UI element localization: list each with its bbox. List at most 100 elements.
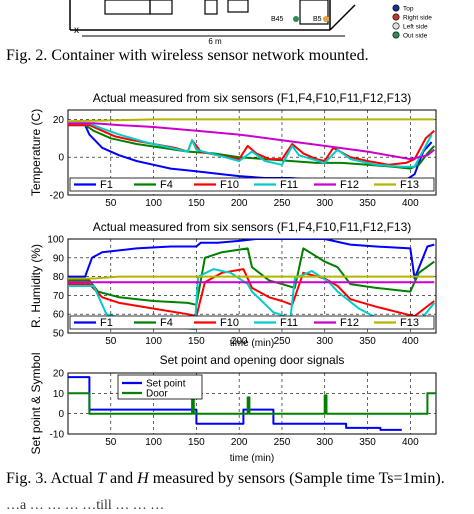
x-tick-label: 300 [316,437,333,448]
x-tick-label: 100 [145,437,162,448]
sensor-marker-b45 [293,16,299,22]
x-tick-label: 350 [359,198,376,209]
x-tick-label: 150 [188,198,205,209]
series-line-f11 [68,122,433,168]
legend-label-f4: F4 [160,179,173,191]
x-tick-label: 250 [274,198,291,209]
x-tick-label: 200 [231,198,248,209]
x-tick-label: 250 [274,437,291,448]
fig3-caption: Fig. 3. Actual T and H measured by senso… [6,470,445,488]
fig3-caption-suffix: measured by sensors (Sample time Ts=1min… [148,470,445,487]
x-axis-label: time (min) [230,338,274,349]
y-tick-label: 20 [53,369,65,380]
series-line-f4 [68,124,436,170]
chart-title: Actual measured from six sensors (F1,F4,… [93,220,412,234]
body-text-fragment: …a … … … …till … … … [6,498,165,513]
y-tick-label: 70 [53,291,65,302]
x-tick-label: 50 [105,198,117,209]
legend-box [117,374,203,400]
fig3-caption-t: T [97,470,107,487]
legend-marker-out-side [392,31,400,39]
humidity-chart: Actual measured from six sensors (F1,F4,… [29,220,437,349]
legend-label-f11: F11 [280,179,298,191]
y-tick-label: 100 [47,235,64,246]
y-tick-label: -20 [50,191,65,202]
y-axis-label: Temperature (C) [29,109,43,196]
legend-label-f13: F13 [400,179,419,191]
x-tick-label: 400 [402,198,419,209]
x-tick-label: 400 [402,336,419,347]
x-tick-label: 100 [145,336,162,347]
x-tick-label: 150 [188,336,205,347]
legend-label-set-point: Set point [146,379,186,390]
legend-label-f12: F12 [340,317,359,329]
series-line-f13 [68,275,435,280]
fig2-legend: Top Right side Left side Out side [392,4,432,40]
y-tick-label: 10 [53,389,65,400]
x-tick-label: 350 [359,336,376,347]
y-tick-label: 50 [53,329,65,340]
x-tick-label: 200 [231,336,248,347]
y-tick-label: 0 [58,153,64,164]
y-tick-label: 0 [58,409,64,420]
series-line-f10 [68,268,435,318]
y-tick-label: -10 [50,430,65,441]
legend-label-f1: F1 [100,179,113,191]
legend-label-f12: F12 [340,179,359,191]
legend-label-f10: F10 [220,179,239,191]
legend-marker-left-side [392,22,400,30]
series-line-f12 [68,122,435,161]
legend-marker-right-side [392,13,400,21]
y-axis-label: R. Humidity (%) [29,244,43,328]
y-tick-label: 80 [53,272,65,283]
legend-label-f1: F1 [100,317,113,329]
legend-box [69,315,435,330]
x-tick-label: 200 [231,437,248,448]
legend-label-left-side: Left side [403,24,428,31]
x-axis-label: time (min) [230,453,274,464]
legend-label-f10: F10 [220,317,239,329]
sensor-label-b5: B5 [313,16,322,23]
y-tick-label: 20 [53,115,65,126]
temperature-chart: Actual measured from six sensors (F1,F4,… [29,91,437,209]
fig3-caption-prefix: Fig. 3. Actual [6,470,98,487]
sensor-marker-b5 [323,16,329,22]
axis-label-x: x [74,25,79,36]
chart-title: Set point and opening door signals [160,353,345,367]
x-tick-label: 350 [359,437,376,448]
sensor-label-b45: B45 [271,16,284,23]
legend-label-door: Door [146,389,168,400]
legend-label-right-side: Right side [403,15,432,22]
chart-title: Actual measured from six sensors (F1,F4,… [93,91,412,105]
legend-label-f13: F13 [400,317,419,329]
legend-label-top: Top [403,6,414,13]
series-line-door [68,392,436,415]
dimension-label: 6 m [208,37,222,46]
x-tick-label: 100 [145,198,162,209]
x-tick-label: 250 [274,336,291,347]
legend-box [69,177,435,192]
x-tick-label: 50 [105,437,117,448]
x-tick-label: 150 [188,437,205,448]
series-line-f4 [68,247,435,306]
x-tick-label: 50 [105,336,117,347]
series-line-f13 [68,118,435,123]
series-line-f1 [68,239,435,280]
container-illustration: x 6 m B45 B5 Top Right side Left side Out s… [69,0,432,46]
legend-label-f4: F4 [160,317,173,329]
x-tick-label: 400 [402,437,419,448]
y-tick-label: 60 [53,310,65,321]
legend-label-out-side: Out side [403,33,428,40]
series-line-set-point [68,376,402,431]
legend-marker-top [392,4,400,12]
fig3-caption-and: and [106,470,138,487]
y-tick-label: 90 [53,253,65,264]
fig2-caption: Fig. 2. Container with wireless sensor n… [6,47,369,64]
fig3-caption-h: H [137,470,149,487]
x-tick-label: 300 [316,336,333,347]
x-tick-label: 300 [316,198,333,209]
legend-label-f11: F11 [280,317,298,329]
y-axis-label: Set point & Symbol [29,352,43,454]
